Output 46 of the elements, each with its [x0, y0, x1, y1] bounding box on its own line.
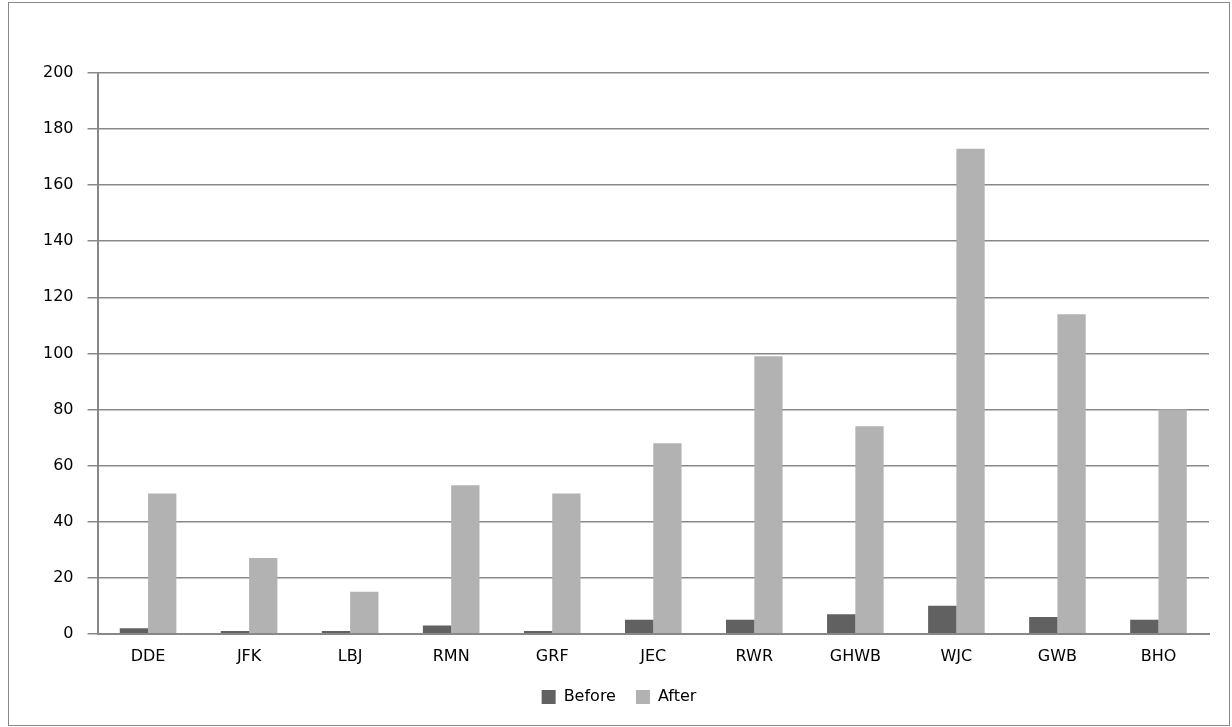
x-tick-label: DDE — [130, 645, 166, 665]
y-tick-label: 60 — [53, 454, 74, 474]
x-tick-label: RMN — [432, 645, 470, 665]
y-tick-label: 140 — [42, 230, 74, 250]
y-tick-label: 20 — [53, 566, 74, 586]
bar — [956, 148, 985, 634]
y-tick-label: 100 — [42, 342, 74, 362]
bar — [754, 356, 783, 634]
x-tick-label: JEC — [639, 645, 667, 665]
x-tick-label: GRF — [535, 645, 569, 665]
bar — [827, 614, 856, 634]
legend-label: Before — [563, 686, 616, 706]
x-tick-label: LBJ — [337, 645, 363, 665]
bar — [321, 631, 351, 634]
bar — [1057, 314, 1086, 634]
y-tick-label: 120 — [42, 286, 74, 306]
y-tick-label: 160 — [42, 174, 74, 194]
y-tick-label: 180 — [42, 118, 74, 138]
bar — [726, 619, 755, 634]
x-tick-label: RWR — [735, 645, 774, 665]
bar — [451, 485, 480, 634]
legend-label: After — [657, 686, 697, 706]
bar — [1130, 619, 1159, 634]
bar — [653, 443, 682, 634]
bar — [119, 628, 149, 634]
bar — [1029, 616, 1058, 634]
y-tick-label: 200 — [42, 62, 74, 82]
x-tick-label: WJC — [940, 645, 973, 665]
y-tick-label: 0 — [63, 622, 74, 642]
bar — [1158, 409, 1187, 634]
bar — [624, 619, 654, 634]
x-tick-label: JFK — [235, 645, 262, 665]
x-tick-label: GHWB — [829, 645, 881, 665]
bar — [523, 631, 553, 634]
bar — [148, 493, 177, 634]
y-tick-label: 40 — [53, 510, 74, 530]
bar — [855, 426, 884, 634]
bar — [422, 625, 452, 634]
bar — [220, 631, 250, 634]
x-tick-label: BHO — [1140, 645, 1177, 665]
bar — [350, 591, 379, 634]
bar — [552, 493, 581, 634]
bar — [928, 605, 957, 634]
y-tick-label: 80 — [53, 398, 74, 418]
bar — [249, 558, 278, 634]
x-tick-label: GWB — [1037, 645, 1078, 665]
